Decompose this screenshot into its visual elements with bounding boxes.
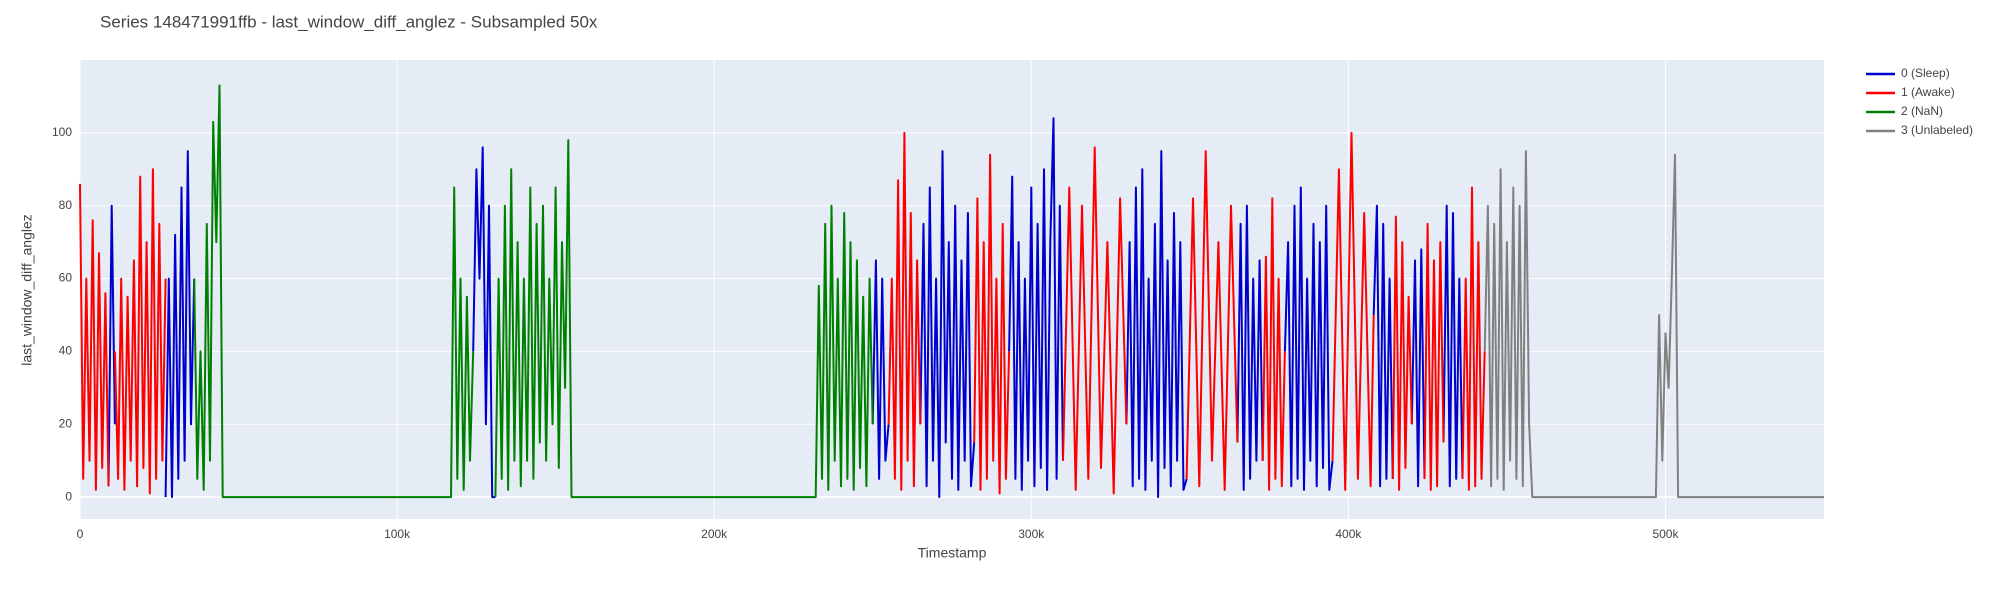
- x-tick-label: 400k: [1335, 527, 1362, 541]
- y-tick-label: 40: [59, 344, 73, 358]
- y-axis-label: last_window_diff_anglez: [19, 214, 35, 366]
- series-line: [107, 117, 1464, 499]
- legend-label: 3 (Unlabeled): [1901, 123, 1973, 137]
- legend-label: 0 (Sleep): [1901, 66, 1950, 80]
- y-tick-label: 80: [59, 198, 73, 212]
- x-axis-label: Timestamp: [918, 545, 987, 561]
- chart-title: Series 148471991ffb - last_window_diff_a…: [100, 12, 598, 31]
- series-line: [193, 84, 874, 499]
- y-tick-label: 60: [59, 271, 73, 285]
- y-tick-label: 0: [65, 489, 72, 503]
- x-tick-label: 200k: [701, 527, 728, 541]
- x-tick-label: 0: [77, 527, 84, 541]
- y-tick-label: 100: [52, 125, 72, 139]
- legend-label: 1 (Awake): [1901, 85, 1955, 99]
- x-tick-label: 300k: [1018, 527, 1045, 541]
- y-tick-label: 20: [59, 416, 73, 430]
- x-tick-label: 500k: [1652, 527, 1679, 541]
- legend-label: 2 (NaN): [1901, 104, 1943, 118]
- series-line: [1483, 150, 1824, 499]
- x-tick-label: 100k: [384, 527, 411, 541]
- series-line: [79, 131, 1486, 495]
